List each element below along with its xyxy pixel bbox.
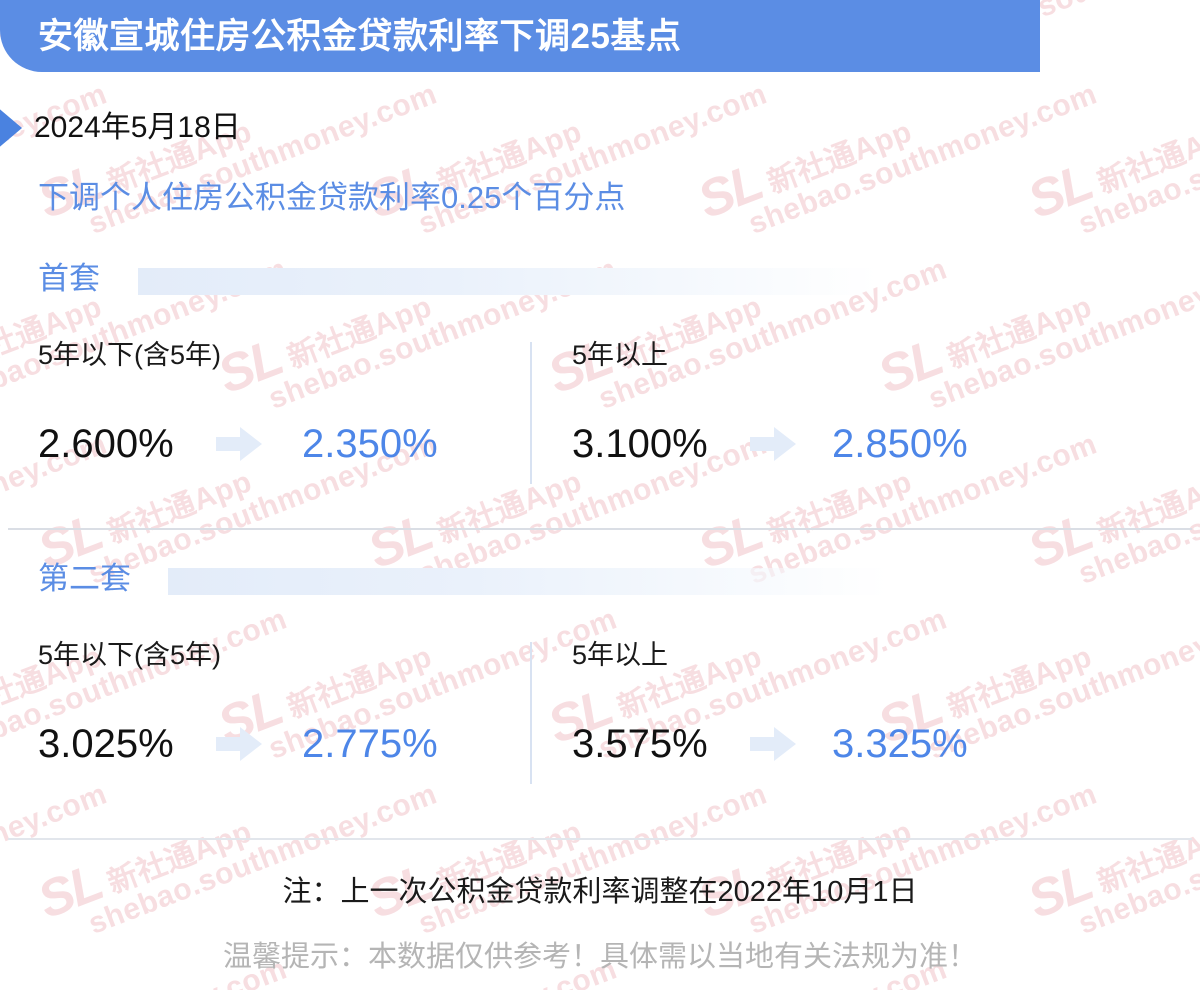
footer-note: 注：上一次公积金贷款利率调整在2022年10月1日 — [282, 876, 918, 908]
rate-column-over-5y: 5年以上 3.575% 3.325% — [530, 642, 1060, 768]
rate-term-label: 5年以上 — [572, 340, 669, 370]
section-label: 第二套 — [38, 560, 131, 596]
date-row: 2024年5月18日 — [0, 104, 1200, 152]
rate-values: 3.025% 2.775% — [38, 720, 530, 768]
section-label: 首套 — [38, 260, 100, 296]
new-rate-value: 2.850% — [832, 422, 968, 466]
new-rate-value: 2.775% — [302, 722, 438, 766]
rate-term-label: 5年以下(含5年) — [38, 340, 222, 370]
rate-column-under-5y: 5年以下(含5年) 2.600% 2.350% — [0, 342, 530, 468]
new-rate-value: 2.350% — [302, 422, 438, 466]
column-divider — [530, 342, 532, 484]
section-divider — [8, 528, 1192, 530]
rate-column-under-5y: 5年以下(含5年) 3.025% 2.775% — [0, 642, 530, 768]
column-divider — [530, 642, 532, 784]
old-rate-value: 2.600% — [38, 422, 174, 466]
bottom-divider — [8, 838, 1192, 840]
section-accent-bar — [138, 268, 878, 295]
arrow-right-icon — [750, 727, 796, 761]
section-second-home: 第二套 5年以下(含5年) 3.025% 2.775% 5年以上 3.575% — [0, 552, 1200, 784]
section-accent-bar — [168, 568, 888, 595]
rate-values: 3.100% 2.850% — [572, 420, 1060, 468]
old-rate-value: 3.575% — [572, 722, 708, 766]
triangle-right-icon — [0, 106, 22, 150]
rate-values: 2.600% 2.350% — [38, 420, 530, 468]
old-rate-value: 3.025% — [38, 722, 174, 766]
footer-tip: 温馨提示：本数据仅供参考！具体需以当地有关法规为准！ — [222, 941, 977, 973]
rate-column-over-5y: 5年以上 3.100% 2.850% — [530, 342, 1060, 468]
arrow-right-icon — [750, 427, 796, 461]
effective-date: 2024年5月18日 — [34, 111, 241, 144]
new-rate-value: 3.325% — [832, 722, 968, 766]
rate-term-label: 5年以上 — [572, 640, 669, 670]
page-title: 安徽宣城住房公积金贷款利率下调25基点 — [38, 16, 682, 56]
rate-term-label: 5年以下(含5年) — [38, 640, 222, 670]
section-first-home: 首套 5年以下(含5年) 2.600% 2.350% 5年以上 3.100% — [0, 252, 1200, 484]
rate-values: 3.575% 3.325% — [572, 720, 1060, 768]
old-rate-value: 3.100% — [572, 422, 708, 466]
rate-grid: 5年以下(含5年) 3.025% 2.775% 5年以上 3.575% — [0, 642, 1200, 784]
section-header: 首套 — [0, 252, 1200, 304]
subtitle-text: 下调个人住房公积金贷款利率0.25个百分点 — [38, 180, 626, 215]
section-header: 第二套 — [0, 552, 1200, 604]
arrow-right-icon — [216, 727, 262, 761]
rate-grid: 5年以下(含5年) 2.600% 2.350% 5年以上 3.100% — [0, 342, 1200, 484]
title-banner: 安徽宣城住房公积金贷款利率下调25基点 — [0, 0, 1040, 72]
arrow-right-icon — [216, 427, 262, 461]
